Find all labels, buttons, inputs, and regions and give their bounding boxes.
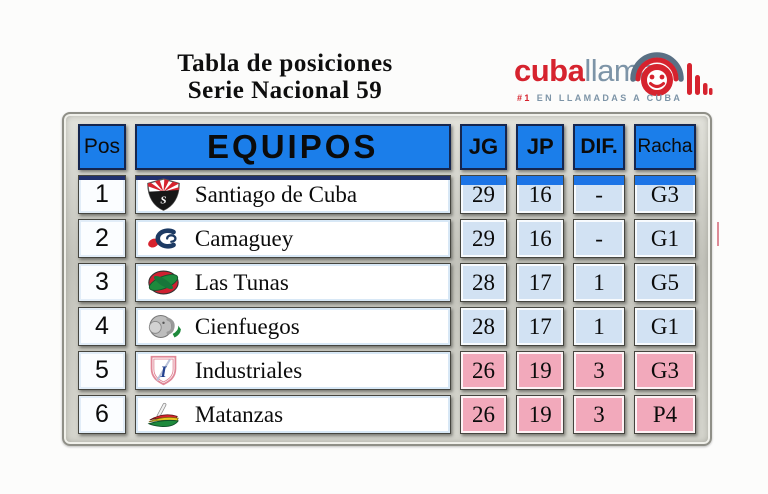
position-cell: 6 (78, 395, 126, 434)
team-cell: Camaguey (134, 219, 451, 258)
header-pos: Pos (78, 124, 126, 170)
header-row: Pos EQUIPOS JG JP DIF. Racha (78, 124, 696, 170)
table-row: 2 Camaguey 29 16 - G1 (78, 219, 696, 258)
dif-cell: 1 (573, 263, 625, 302)
brand-cuba-text: cuba (514, 53, 585, 88)
header-jp: JP (516, 124, 565, 170)
jg-cell: 29 (459, 175, 508, 214)
table-row: 4 Cienfuegos 28 17 1 G1 (78, 307, 696, 346)
standings-frame: Pos EQUIPOS JG JP DIF. Racha 1 Santiago … (62, 112, 712, 446)
table-row: 6 Matanzas 26 19 3 P4 (78, 395, 696, 434)
jp-cell: 16 (516, 175, 565, 214)
team-cell: Santiago de Cuba (134, 175, 451, 214)
industriales-logo-icon (145, 354, 182, 387)
title-line-1: Tabla de posiciones (177, 50, 393, 77)
racha-cell: G3 (633, 351, 696, 390)
camaguey-logo-icon (145, 222, 182, 255)
tagline-text: EN LLAMADAS A CUBA (531, 93, 683, 103)
team-name: Las Tunas (194, 269, 289, 295)
jg-cell: 28 (459, 307, 508, 346)
header-equipos: EQUIPOS (134, 124, 451, 170)
brand-tagline: #1 EN LLAMADAS A CUBA (517, 93, 682, 103)
red-tick-mark (717, 222, 719, 246)
racha-cell: G3 (633, 175, 696, 214)
team-name: Cienfuegos (194, 313, 300, 339)
position-cell: 4 (78, 307, 126, 346)
dif-cell: 1 (573, 307, 625, 346)
title-line-2: Serie Nacional 59 (187, 77, 383, 104)
jp-cell: 19 (516, 395, 565, 434)
team-name: Santiago de Cuba (194, 181, 358, 207)
dif-cell: - (573, 175, 625, 214)
las-tunas-logo-icon (145, 266, 182, 299)
jp-cell: 17 (516, 263, 565, 302)
team-cell: Matanzas (134, 395, 451, 434)
racha-cell: G1 (633, 307, 696, 346)
cuballama-smiley-icon (630, 52, 713, 96)
jp-cell: 16 (516, 219, 565, 258)
team-name: Matanzas (194, 401, 284, 427)
dif-cell: 3 (573, 351, 625, 390)
jg-cell: 26 (459, 395, 508, 434)
team-cell: Cienfuegos (134, 307, 451, 346)
jg-cell: 26 (459, 351, 508, 390)
jp-cell: 19 (516, 351, 565, 390)
racha-cell: G5 (633, 263, 696, 302)
jg-cell: 28 (459, 263, 508, 302)
jp-cell: 17 (516, 307, 565, 346)
matanzas-logo-icon (145, 398, 182, 431)
team-cell: Las Tunas (134, 263, 451, 302)
racha-cell: G1 (633, 219, 696, 258)
tagline-number-one: #1 (517, 93, 532, 103)
jg-cell: 29 (459, 219, 508, 258)
dif-cell: - (573, 219, 625, 258)
table-row: 5 Industriales 26 19 3 G3 (78, 351, 696, 390)
position-cell: 2 (78, 219, 126, 258)
table-row: 1 Santiago de Cuba 29 16 - G3 (78, 175, 696, 214)
dif-cell: 3 (573, 395, 625, 434)
table-row: 3 Las Tunas 28 17 1 G5 (78, 263, 696, 302)
position-cell: 5 (78, 351, 126, 390)
header-dif: DIF. (573, 124, 625, 170)
header-jg: JG (459, 124, 508, 170)
position-cell: 3 (78, 263, 126, 302)
header-racha: Racha (633, 124, 696, 170)
team-cell: Industriales (134, 351, 451, 390)
santiago-de-cuba-logo-icon (145, 178, 182, 211)
position-cell: 1 (78, 175, 126, 214)
cienfuegos-logo-icon (145, 310, 182, 343)
standings-table: Pos EQUIPOS JG JP DIF. Racha 1 Santiago … (69, 119, 705, 439)
team-name: Camaguey (194, 225, 294, 251)
team-name: Industriales (194, 357, 303, 383)
racha-cell: P4 (633, 395, 696, 434)
standings-body: 1 Santiago de Cuba 29 16 - G3 2 Camaguey… (78, 175, 696, 434)
page-title: Tabla de posiciones Serie Nacional 59 (110, 50, 460, 104)
